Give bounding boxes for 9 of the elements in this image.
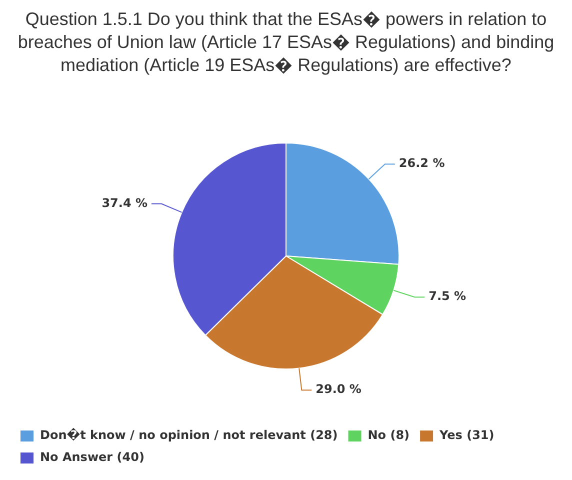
data-label: 37.4 % (102, 196, 148, 210)
data-label: 7.5 % (428, 289, 466, 304)
legend-label: No (8) (368, 428, 410, 442)
data-label: 26.2 % (398, 156, 445, 170)
chart-title: Question 1.5.1 Do you think that the ESAs� powers in relation to breaches of Union law (Article 17 ESAs� Regulations) and binding mediation (Article 19 ESAs� Regulations) are effective? (16, 8, 556, 77)
legend-label: Yes (31) (438, 428, 494, 442)
legend-label: No Answer (40) (40, 450, 144, 464)
data-label: 29.0 % (316, 382, 362, 396)
legend-label: Don�t know / no opinion / not relevant (28) (40, 427, 338, 442)
